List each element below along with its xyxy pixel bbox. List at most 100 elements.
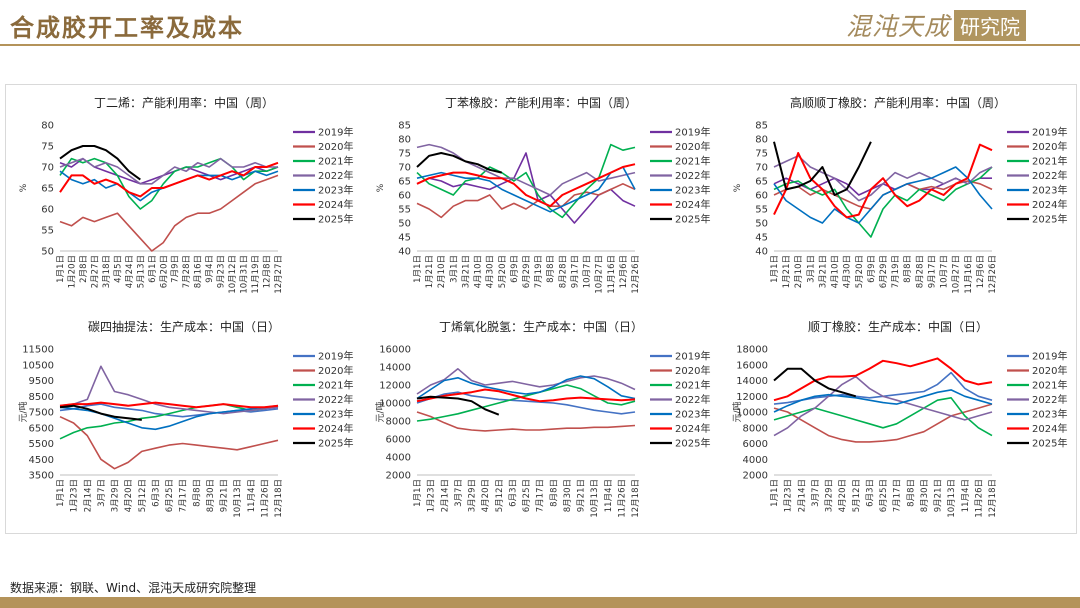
series-line-2023年 xyxy=(59,404,279,431)
series-line-2023年 xyxy=(773,389,993,413)
y-tick-label: 10500 xyxy=(22,360,54,371)
x-tick-label: 7月17日 xyxy=(893,479,903,512)
legend-label: 2023年 xyxy=(318,408,353,421)
series-line-2025年 xyxy=(416,152,503,174)
x-tick-label: 1月1日 xyxy=(56,479,66,507)
x-tick-label: 9月21日 xyxy=(577,479,587,512)
x-tick-label: 7月17日 xyxy=(179,479,189,512)
series-line-2019年 xyxy=(59,157,279,185)
series-line-2023年 xyxy=(416,375,636,400)
x-tick-label: 11月4日 xyxy=(604,479,614,512)
footer-bar xyxy=(0,597,1080,608)
legend-label: 2025年 xyxy=(1032,213,1067,226)
x-tick-label: 7月28日 xyxy=(182,255,192,288)
series-line-2025年 xyxy=(59,145,141,181)
y-tick-label: 55 xyxy=(755,205,768,216)
x-tick-label: 6月25日 xyxy=(165,479,175,512)
y-tick-label: 40 xyxy=(398,247,411,258)
x-tick-label: 3月29日 xyxy=(111,479,121,512)
x-tick-label: 11月26日 xyxy=(617,479,627,518)
x-tick-label: 10月27日 xyxy=(952,255,962,294)
x-tick-label: 5月20日 xyxy=(498,255,508,288)
x-tick-label: 6月29日 xyxy=(879,255,889,288)
x-tick-label: 4月10日 xyxy=(831,255,841,288)
y-axis-label: % xyxy=(376,183,386,192)
y-tick-label: 4000 xyxy=(743,455,768,466)
x-tick-label: 3月18日 xyxy=(102,255,112,288)
y-tick-label: 6000 xyxy=(743,439,768,450)
series-line-2021年 xyxy=(773,397,993,437)
y-tick-label: 10000 xyxy=(736,408,768,419)
x-tick-label: 6月3日 xyxy=(151,479,161,507)
y-tick-label: 65 xyxy=(398,177,411,188)
legend-label: 2021年 xyxy=(675,155,710,168)
y-tick-label: 2000 xyxy=(743,471,768,482)
legend-label: 2025年 xyxy=(318,213,353,226)
series-line-2021年 xyxy=(59,157,279,210)
series-line-2019年 xyxy=(416,391,636,415)
x-tick-label: 1月1日 xyxy=(770,479,780,507)
x-tick-label: 1月1日 xyxy=(413,479,423,507)
x-tick-label: 9月21日 xyxy=(934,479,944,512)
x-tick-label: 3月1日 xyxy=(806,255,816,283)
y-tick-label: 85 xyxy=(398,121,411,132)
legend-label: 2025年 xyxy=(675,437,710,450)
legend-label: 2021年 xyxy=(318,155,353,168)
y-axis-label: 元/吨 xyxy=(731,401,743,422)
legend-label: 2022年 xyxy=(675,393,710,406)
x-tick-label: 6月20日 xyxy=(159,255,169,288)
x-tick-label: 11月16日 xyxy=(964,255,974,294)
y-tick-label: 14000 xyxy=(736,376,768,387)
y-tick-label: 3500 xyxy=(29,471,54,482)
y-tick-label: 8000 xyxy=(743,423,768,434)
x-tick-label: 1月23日 xyxy=(70,479,80,512)
y-axis-label: 元/吨 xyxy=(374,401,386,422)
chart-title: 丁烯氧化脱氢：生产成本：中国（日） xyxy=(439,319,643,334)
x-tick-label: 2月14日 xyxy=(440,479,450,512)
chart-svg: 高顺顺丁橡胶：产能利用率：中国（周） 40 45 50 55 60 65 70 75 80 85% 1… xyxy=(733,95,1067,294)
series-line-2022年 xyxy=(773,375,993,437)
series-line-2025年 xyxy=(59,404,142,421)
x-tick-label: 9月21日 xyxy=(220,479,230,512)
x-tick-label: 8月8日 xyxy=(906,479,916,507)
y-tick-label: 2000 xyxy=(386,471,411,482)
chart-svg: 顺丁橡胶：生产成本：中国（日） 2000 4000 6000 8000 10000 1200… xyxy=(731,319,1067,518)
source-note: 数据来源：钢联、Wind、混沌天成研究院整理 xyxy=(10,581,257,595)
series-line-2019年 xyxy=(416,152,636,224)
y-tick-label: 6000 xyxy=(386,435,411,446)
y-tick-label: 9500 xyxy=(29,376,54,387)
x-tick-label: 8月8日 xyxy=(549,479,559,507)
x-tick-label: 12月8日 xyxy=(263,255,273,288)
chart-svg: 碳四抽提法：生产成本：中国（日） 3500 4500 5500 6500 7500 8500… xyxy=(17,319,353,518)
y-tick-label: 45 xyxy=(755,233,768,244)
x-tick-label: 11月4日 xyxy=(961,479,971,512)
x-tick-label: 3月21日 xyxy=(818,255,828,288)
x-tick-label: 8月28日 xyxy=(558,255,568,288)
legend-label: 2021年 xyxy=(675,379,710,392)
y-tick-label: 18000 xyxy=(736,345,768,356)
legend-label: 2020年 xyxy=(1032,140,1067,153)
legend-label: 2022年 xyxy=(1032,169,1067,182)
chart-panel-esbr-utilization: 丁苯橡胶：产能利用率：中国（周） 40 45 50 55 60 65 70 75 80 85% 1月1… xyxy=(363,85,719,309)
x-tick-label: 10月13日 xyxy=(590,479,600,518)
chart-panel-c4-extraction-cost: 碳四抽提法：生产成本：中国（日） 3500 4500 5500 6500 7500 8500… xyxy=(6,309,362,533)
series-line-2020年 xyxy=(416,183,636,219)
series-line-2024年 xyxy=(59,161,279,198)
x-tick-label: 12月6日 xyxy=(976,255,986,288)
x-tick-label: 3月29日 xyxy=(825,479,835,512)
legend-label: 2020年 xyxy=(675,364,710,377)
x-tick-label: 7月19日 xyxy=(534,255,544,288)
y-tick-label: 8000 xyxy=(386,417,411,428)
x-tick-label: 12月27日 xyxy=(274,255,284,294)
x-tick-label: 11月4日 xyxy=(247,479,257,512)
x-tick-label: 2月14日 xyxy=(797,479,807,512)
y-tick-label: 65 xyxy=(755,177,768,188)
x-tick-label: 10月27日 xyxy=(595,255,605,294)
x-tick-label: 4月20日 xyxy=(124,479,134,512)
y-tick-label: 60 xyxy=(41,205,54,216)
series-line-2022年 xyxy=(773,155,993,202)
x-tick-label: 1月23日 xyxy=(427,479,437,512)
series-line-2022年 xyxy=(59,365,279,415)
x-tick-label: 12月18日 xyxy=(631,479,641,518)
x-tick-label: 12月18日 xyxy=(274,479,284,518)
